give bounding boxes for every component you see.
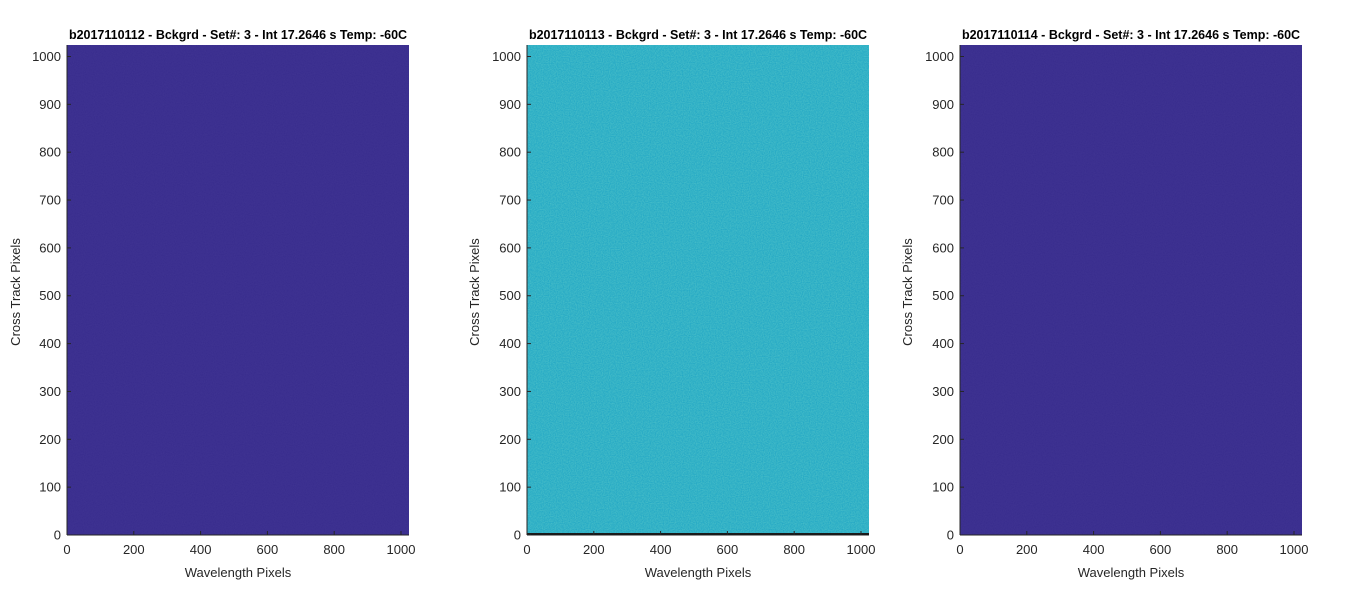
heatmap-noise-texture bbox=[527, 45, 869, 535]
x-tick-label: 600 bbox=[1150, 542, 1172, 557]
x-tick-label: 600 bbox=[257, 542, 279, 557]
chart-title: b2017110114 - Bckgrd - Set#: 3 - Int 17.… bbox=[962, 28, 1300, 42]
y-tick-label: 800 bbox=[932, 145, 954, 160]
y-tick-label: 300 bbox=[499, 384, 521, 399]
x-tick-label: 400 bbox=[650, 542, 672, 557]
y-tick-label: 300 bbox=[932, 384, 954, 399]
y-tick-label: 100 bbox=[932, 480, 954, 495]
y-tick-label: 0 bbox=[514, 528, 521, 543]
y-tick-label: 1000 bbox=[492, 49, 521, 64]
y-tick-label: 500 bbox=[39, 288, 61, 303]
y-tick-label: 800 bbox=[499, 145, 521, 160]
y-tick-label: 700 bbox=[499, 193, 521, 208]
y-tick-label: 500 bbox=[932, 288, 954, 303]
y-tick-label: 700 bbox=[932, 193, 954, 208]
y-tick-label: 400 bbox=[39, 336, 61, 351]
x-tick-label: 200 bbox=[1016, 542, 1038, 557]
x-tick-label: 0 bbox=[956, 542, 963, 557]
x-tick-label: 400 bbox=[190, 542, 212, 557]
y-tick-label: 400 bbox=[499, 336, 521, 351]
heatmap-noise-texture bbox=[960, 45, 1302, 535]
y-tick-label: 400 bbox=[932, 336, 954, 351]
x-tick-label: 1000 bbox=[1280, 542, 1309, 557]
x-tick-label: 800 bbox=[323, 542, 345, 557]
y-tick-label: 200 bbox=[932, 432, 954, 447]
y-tick-label: 600 bbox=[499, 240, 521, 255]
y-axis-label: Cross Track Pixels bbox=[900, 238, 915, 346]
chart-title: b2017110112 - Bckgrd - Set#: 3 - Int 17.… bbox=[69, 28, 407, 42]
x-tick-label: 0 bbox=[523, 542, 530, 557]
x-tick-label: 200 bbox=[583, 542, 605, 557]
y-tick-label: 100 bbox=[499, 480, 521, 495]
y-tick-label: 200 bbox=[499, 432, 521, 447]
y-axis-label: Cross Track Pixels bbox=[8, 238, 23, 346]
y-tick-label: 0 bbox=[947, 528, 954, 543]
y-tick-label: 1000 bbox=[32, 49, 61, 64]
x-tick-label: 1000 bbox=[847, 542, 876, 557]
x-tick-label: 800 bbox=[1216, 542, 1238, 557]
y-tick-label: 0 bbox=[54, 528, 61, 543]
y-axis-label: Cross Track Pixels bbox=[467, 238, 482, 346]
x-tick-label: 200 bbox=[123, 542, 145, 557]
y-tick-label: 300 bbox=[39, 384, 61, 399]
heatmap-panel-3: 0 200 400 600 800 1000 0 100 200 300 400 500 600 700 8… bbox=[900, 28, 1308, 580]
y-tick-label: 600 bbox=[932, 240, 954, 255]
y-tick-label: 500 bbox=[499, 288, 521, 303]
heatmap-noise-texture bbox=[67, 45, 409, 535]
y-tick-label: 900 bbox=[39, 97, 61, 112]
x-axis-label: Wavelength Pixels bbox=[1078, 565, 1185, 580]
x-tick-label: 600 bbox=[717, 542, 739, 557]
y-tick-label: 100 bbox=[39, 480, 61, 495]
y-tick-label: 700 bbox=[39, 193, 61, 208]
heatmap-panel-2: 0 200 400 600 800 1000 0 100 200 300 400 500 600 700 8… bbox=[467, 28, 875, 580]
x-tick-label: 0 bbox=[63, 542, 70, 557]
chart-title: b2017110113 - Bckgrd - Set#: 3 - Int 17.… bbox=[529, 28, 867, 42]
y-tick-label: 1000 bbox=[925, 49, 954, 64]
x-axis-label: Wavelength Pixels bbox=[645, 565, 752, 580]
y-tick-label: 800 bbox=[39, 145, 61, 160]
x-tick-label: 800 bbox=[783, 542, 805, 557]
y-tick-label: 900 bbox=[499, 97, 521, 112]
heatmap-panel-1: 0 200 400 600 800 1000 0 100 200 300 400 500 600 700 8… bbox=[8, 28, 415, 580]
y-tick-label: 900 bbox=[932, 97, 954, 112]
x-tick-label: 1000 bbox=[387, 542, 416, 557]
x-axis-label: Wavelength Pixels bbox=[185, 565, 292, 580]
x-tick-label: 400 bbox=[1083, 542, 1105, 557]
y-tick-label: 200 bbox=[39, 432, 61, 447]
y-tick-label: 600 bbox=[39, 240, 61, 255]
